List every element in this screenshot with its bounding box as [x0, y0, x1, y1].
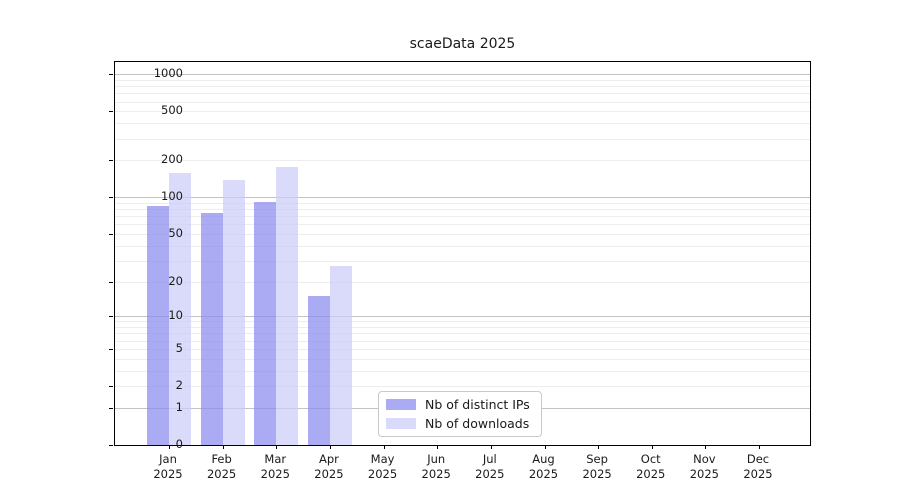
x-tick-mark — [169, 445, 170, 449]
x-tick-mark — [329, 445, 331, 449]
x-tick-mark — [651, 445, 653, 449]
gridline-minor — [115, 358, 810, 360]
gridline-minor — [115, 138, 810, 140]
gridline-minor — [115, 348, 810, 350]
x-tick-mark — [490, 445, 492, 449]
y-tick-mark — [109, 348, 113, 350]
y-tick-label: 1000 — [153, 66, 183, 81]
x-tick-label-aug: Aug 2025 — [528, 452, 559, 481]
x-tick-label-dec: Dec 2025 — [743, 452, 773, 481]
y-tick-label: 20 — [168, 273, 183, 288]
x-tick-label-jun: Jun 2025 — [421, 452, 451, 481]
x-tick-mark — [437, 445, 439, 449]
y-tick-mark — [109, 386, 113, 387]
x-tick-label-feb: Feb 2025 — [206, 452, 237, 481]
gridline-minor — [115, 340, 810, 342]
y-tick-mark — [109, 74, 113, 76]
y-tick-mark — [109, 316, 113, 318]
bar-downloads-mar — [276, 166, 299, 445]
gridline-major — [115, 316, 810, 318]
y-tick-label: 200 — [161, 152, 183, 167]
gridline-minor — [115, 370, 810, 372]
legend-row-downloads: Nb of downloads — [379, 416, 541, 431]
x-tick-label-may: May 2025 — [367, 452, 398, 481]
x-tick-mark — [598, 445, 600, 449]
y-tick-mark — [109, 281, 113, 283]
y-tick-mark — [109, 407, 113, 409]
bar-distinct-ips-feb — [200, 213, 223, 445]
legend-swatch-downloads — [386, 418, 416, 429]
gridline-minor — [115, 260, 810, 262]
bar-distinct-ips-mar — [254, 201, 277, 445]
legend-row-distinct-ips: Nb of distinct IPs — [379, 397, 541, 412]
y-tick-mark — [109, 160, 113, 162]
x-tick-label-jan: Jan 2025 — [153, 452, 183, 481]
y-tick-mark — [109, 445, 113, 446]
bar-distinct-ips-jan — [147, 205, 169, 445]
x-tick-label-mar: Mar 2025 — [260, 452, 290, 481]
gridline-minor — [115, 321, 810, 323]
legend: Nb of distinct IPs Nb of downloads — [378, 391, 542, 437]
gridline-minor — [115, 224, 810, 226]
gridline-major — [115, 74, 810, 76]
y-tick-mark — [109, 234, 113, 235]
y-tick-label: 50 — [168, 225, 183, 240]
gridline-minor — [115, 245, 810, 247]
gridline-minor — [115, 386, 810, 387]
bar-downloads-jan — [169, 173, 191, 445]
gridline-minor — [115, 160, 810, 162]
gridline-minor — [115, 216, 810, 218]
chart-title: scaeData 2025 — [409, 36, 516, 52]
gridline-minor — [115, 86, 810, 88]
y-tick-label: 1 — [175, 399, 183, 414]
bar-downloads-apr — [329, 266, 352, 445]
gridline-minor — [115, 202, 810, 204]
x-tick-mark — [276, 445, 278, 449]
y-tick-label: 500 — [161, 103, 183, 118]
gridline-minor — [115, 333, 810, 335]
y-tick-label: 2 — [175, 378, 183, 393]
x-tick-mark — [222, 445, 224, 449]
x-tick-label-nov: Nov 2025 — [689, 452, 719, 481]
plot-area — [109, 61, 811, 449]
bar-downloads-feb — [222, 180, 245, 445]
gridline-minor — [115, 209, 810, 211]
bar-distinct-ips-apr — [307, 296, 330, 445]
y-tick-mark — [109, 111, 113, 113]
x-tick-mark — [383, 445, 385, 449]
gridline-minor — [115, 327, 810, 329]
y-tick-mark — [109, 197, 113, 199]
x-tick-label-apr: Apr 2025 — [314, 452, 344, 481]
x-tick-mark — [544, 445, 546, 449]
gridline-minor — [115, 101, 810, 103]
x-tick-label-oct: Oct 2025 — [636, 452, 666, 481]
gridline-minor — [115, 234, 810, 235]
x-tick-mark — [705, 445, 707, 449]
gridline-minor — [115, 111, 810, 113]
gridline-major — [115, 197, 810, 199]
y-tick-label: 0 — [175, 437, 183, 451]
legend-label-distinct-ips: Nb of distinct IPs — [425, 397, 530, 412]
x-tick-label-jul: Jul 2025 — [475, 452, 505, 481]
gridline-minor — [115, 93, 810, 95]
y-tick-label: 5 — [175, 340, 183, 355]
y-tick-label: 100 — [161, 189, 183, 204]
gridline-minor — [115, 79, 810, 81]
x-tick-mark — [759, 445, 760, 449]
gridline-minor — [115, 123, 810, 125]
legend-label-downloads: Nb of downloads — [425, 416, 530, 431]
legend-swatch-distinct-ips — [386, 399, 416, 410]
gridline-minor — [115, 281, 810, 283]
x-tick-label-sep: Sep 2025 — [582, 452, 612, 481]
y-tick-label: 10 — [168, 308, 183, 323]
